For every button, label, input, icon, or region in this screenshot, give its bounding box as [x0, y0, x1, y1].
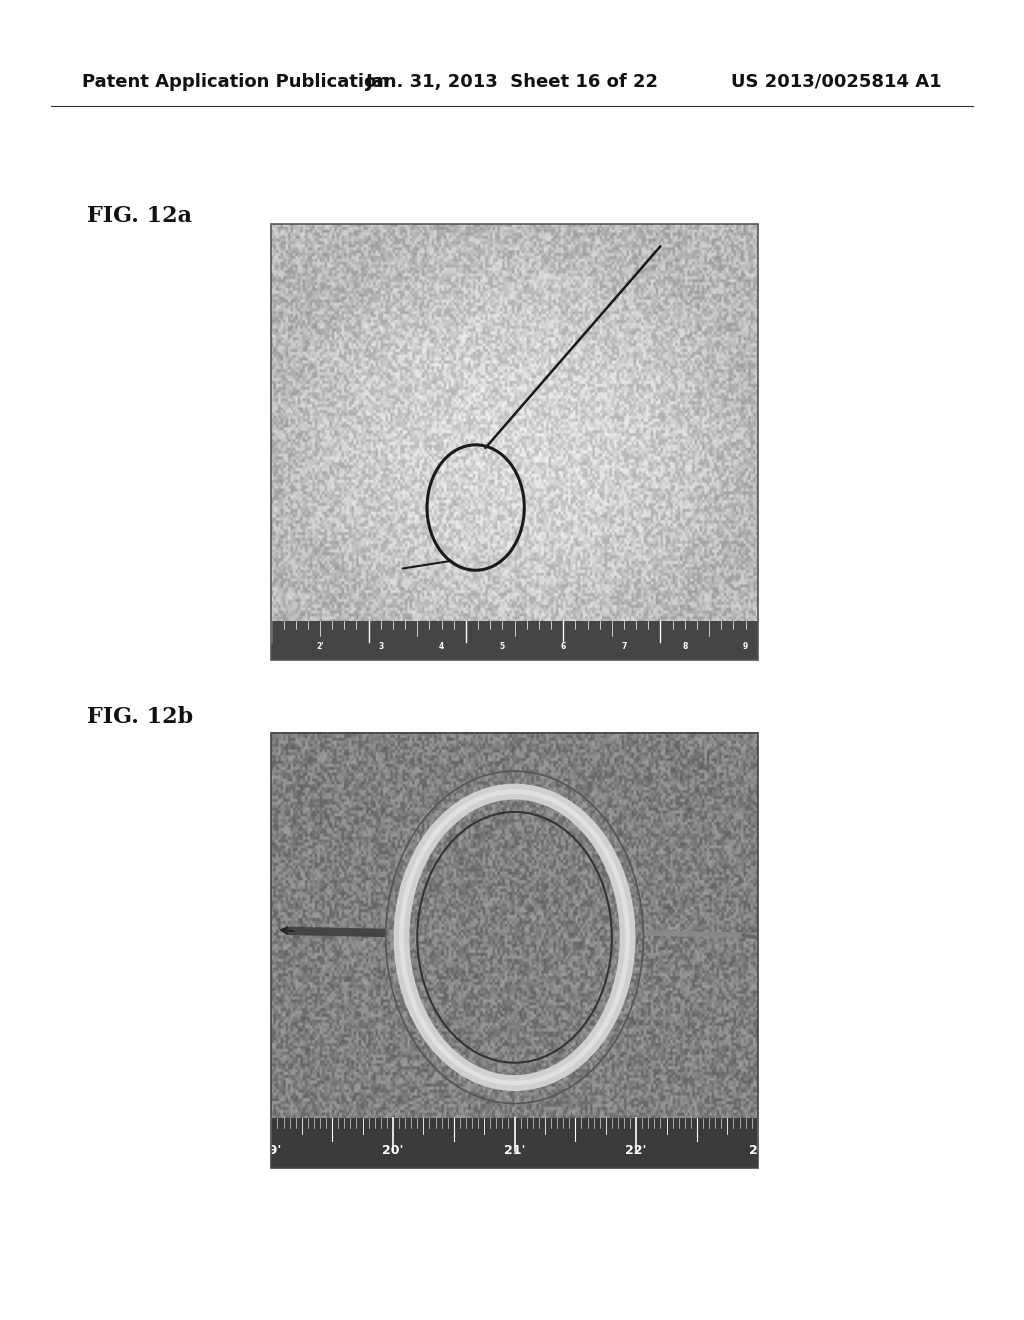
Text: Patent Application Publication: Patent Application Publication	[82, 73, 389, 91]
Bar	[271, 224, 758, 660]
Text: 19': 19'	[261, 1143, 282, 1156]
Text: US 2013/0025814 A1: US 2013/0025814 A1	[731, 73, 942, 91]
Text: 3: 3	[378, 642, 383, 651]
Bar	[271, 620, 758, 660]
Text: 22': 22'	[626, 1143, 647, 1156]
Bar	[271, 1118, 758, 1168]
Text: 8: 8	[682, 642, 687, 651]
Text: 7: 7	[622, 642, 627, 651]
Text: 4: 4	[439, 642, 444, 651]
Text: 23: 23	[750, 1143, 766, 1156]
Text: 6: 6	[560, 642, 566, 651]
Text: FIG. 12a: FIG. 12a	[87, 205, 193, 227]
Text: 20': 20'	[382, 1143, 403, 1156]
Text: FIG. 12b: FIG. 12b	[87, 706, 194, 729]
Text: 9: 9	[743, 642, 749, 651]
Text: 2': 2'	[316, 642, 324, 651]
Text: 5: 5	[500, 642, 505, 651]
Text: 21': 21'	[504, 1143, 525, 1156]
Text: Jan. 31, 2013  Sheet 16 of 22: Jan. 31, 2013 Sheet 16 of 22	[366, 73, 658, 91]
Bar	[271, 733, 758, 1168]
